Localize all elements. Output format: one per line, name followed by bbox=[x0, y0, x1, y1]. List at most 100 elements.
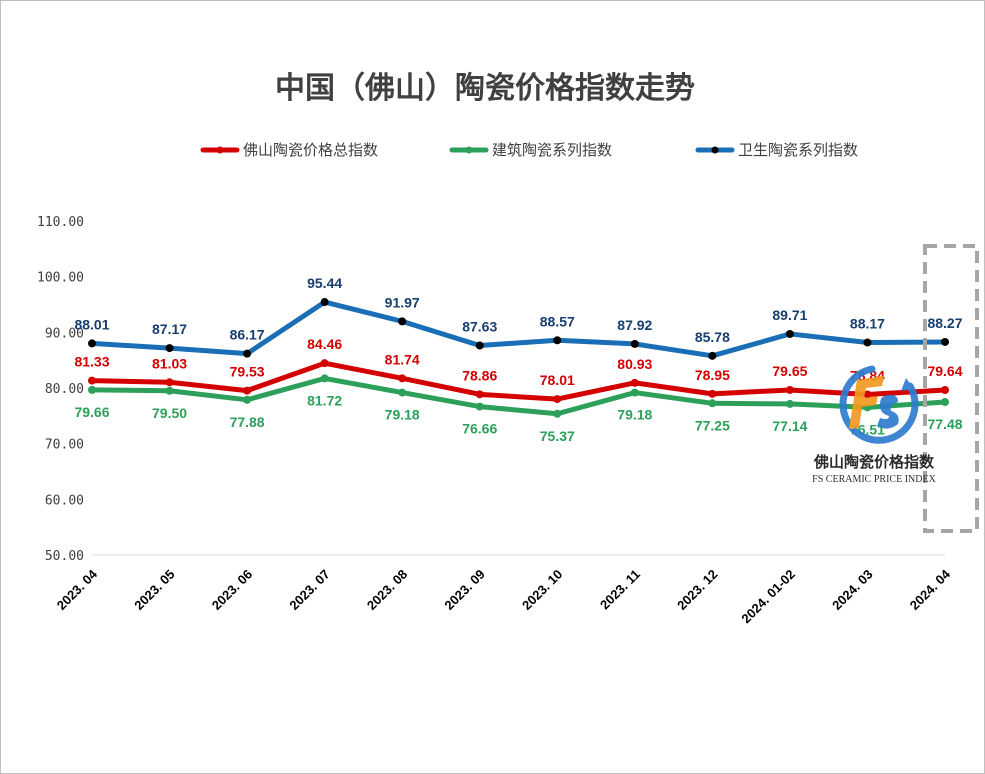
data-point bbox=[863, 338, 872, 347]
data-point bbox=[398, 388, 407, 397]
data-label: 95.44 bbox=[307, 275, 342, 291]
data-label: 88.27 bbox=[927, 315, 962, 331]
data-point bbox=[165, 386, 174, 395]
data-point bbox=[708, 351, 717, 360]
data-label: 78.95 bbox=[695, 367, 730, 383]
legend-item: 建筑陶瓷系列指数 bbox=[449, 141, 612, 159]
data-point bbox=[708, 399, 717, 408]
x-tick-label: 2023. 09 bbox=[441, 567, 487, 613]
data-point bbox=[475, 341, 484, 350]
x-tick-label: 2023. 08 bbox=[364, 567, 410, 613]
logo-english-name: FS CERAMIC PRICE INDEX bbox=[812, 474, 936, 485]
data-label: 77.48 bbox=[927, 416, 962, 432]
y-tick-label: 90.00 bbox=[45, 326, 84, 341]
data-label: 77.88 bbox=[230, 414, 265, 430]
data-label: 79.53 bbox=[230, 364, 265, 380]
y-tick-label: 60.00 bbox=[45, 493, 84, 508]
series-line bbox=[89, 299, 948, 359]
y-tick-label: 70.00 bbox=[45, 438, 84, 453]
logo-chinese-name: 佛山陶瓷价格指数 bbox=[813, 453, 935, 471]
x-tick-label: 2023. 07 bbox=[286, 567, 332, 613]
data-point bbox=[941, 398, 949, 407]
data-point bbox=[630, 339, 639, 348]
data-point bbox=[243, 386, 252, 395]
data-point bbox=[785, 329, 794, 338]
legend-marker bbox=[711, 146, 719, 154]
x-tick-label: 2023. 10 bbox=[519, 567, 565, 613]
data-point bbox=[475, 390, 484, 399]
y-tick-label: 80.00 bbox=[45, 382, 84, 397]
data-label: 79.64 bbox=[927, 363, 962, 379]
data-point bbox=[243, 395, 252, 404]
data-point bbox=[88, 376, 96, 385]
latest-month-highlight-box bbox=[923, 244, 979, 533]
y-axis: 110.00 100.00 90.00 80.00 70.00 60.00 50.00 bbox=[37, 215, 84, 564]
legend-marker bbox=[216, 146, 224, 154]
data-label: 81.74 bbox=[385, 351, 420, 367]
x-tick-label: 2024. 04 bbox=[907, 566, 954, 613]
data-point bbox=[320, 298, 329, 307]
data-point bbox=[941, 386, 949, 395]
data-point bbox=[320, 374, 329, 383]
x-tick-label: 2023. 05 bbox=[131, 567, 177, 613]
data-label: 79.65 bbox=[772, 363, 807, 379]
data-label: 87.17 bbox=[152, 321, 187, 337]
series-line bbox=[89, 360, 948, 402]
fs-ceramic-logo: 佛山陶瓷价格指数 FS CERAMIC PRICE INDEX bbox=[812, 365, 937, 485]
data-point bbox=[941, 337, 949, 346]
x-tick-label: 2024. 03 bbox=[829, 567, 875, 613]
data-point bbox=[320, 359, 329, 368]
data-point bbox=[553, 336, 562, 345]
data-point bbox=[165, 378, 174, 387]
data-label: 79.50 bbox=[152, 405, 187, 421]
data-label: 80.93 bbox=[617, 356, 652, 372]
x-axis: 2023. 04 2023. 05 2023. 06 2023. 07 2023. 08… bbox=[54, 554, 954, 627]
legend-item: 佛山陶瓷价格总指数 bbox=[200, 141, 378, 159]
x-tick-label: 2023. 06 bbox=[209, 567, 255, 613]
y-tick-label: 100.00 bbox=[37, 271, 84, 286]
data-point bbox=[88, 339, 96, 348]
data-point bbox=[553, 395, 562, 404]
series-line bbox=[89, 375, 948, 417]
data-label: 77.14 bbox=[772, 418, 807, 434]
data-label: 88.17 bbox=[850, 316, 885, 332]
data-label: 91.97 bbox=[385, 294, 420, 310]
data-point bbox=[243, 349, 252, 358]
data-label: 79.18 bbox=[617, 407, 652, 423]
data-label: 87.63 bbox=[462, 319, 497, 335]
data-label: 86.17 bbox=[230, 327, 265, 343]
data-point bbox=[88, 385, 96, 394]
data-label: 78.86 bbox=[462, 367, 497, 383]
data-label: 81.33 bbox=[74, 354, 109, 370]
legend: 佛山陶瓷价格总指数 建筑陶瓷系列指数 卫生陶瓷系列指数 bbox=[200, 141, 858, 159]
y-tick-label: 50.00 bbox=[45, 549, 84, 564]
data-label: 81.03 bbox=[152, 355, 187, 371]
y-tick-label: 110.00 bbox=[37, 215, 84, 230]
legend-label: 建筑陶瓷系列指数 bbox=[492, 141, 612, 159]
data-point bbox=[398, 374, 407, 383]
data-point bbox=[708, 389, 717, 398]
data-label: 85.78 bbox=[695, 329, 730, 345]
series-2: 88.01 87.17 86.17 95.44 91.97 87.63 88.57 87.92… bbox=[74, 275, 963, 360]
x-tick-label: 2023. 12 bbox=[674, 567, 720, 613]
legend-label: 佛山陶瓷价格总指数 bbox=[243, 141, 378, 159]
data-point bbox=[165, 344, 174, 353]
x-tick-label: 2023. 04 bbox=[54, 566, 101, 613]
data-label: 76.66 bbox=[462, 421, 497, 437]
data-point bbox=[630, 378, 639, 387]
data-label: 84.46 bbox=[307, 336, 342, 352]
data-label: 79.66 bbox=[74, 404, 109, 420]
data-label: 78.01 bbox=[540, 372, 575, 388]
data-label: 89.71 bbox=[772, 307, 807, 323]
legend-item: 卫生陶瓷系列指数 bbox=[695, 141, 858, 159]
data-point bbox=[553, 409, 562, 418]
series-0: 81.33 81.03 79.53 84.46 81.74 78.86 78.01 80.93… bbox=[74, 336, 963, 404]
x-tick-label: 2023. 11 bbox=[597, 567, 643, 613]
data-point bbox=[398, 317, 407, 326]
data-label: 88.01 bbox=[74, 316, 109, 332]
legend-label: 卫生陶瓷系列指数 bbox=[738, 141, 858, 159]
x-tick-label: 2024. 01-02 bbox=[738, 567, 798, 627]
data-label: 75.37 bbox=[540, 428, 575, 444]
data-point bbox=[785, 399, 794, 408]
